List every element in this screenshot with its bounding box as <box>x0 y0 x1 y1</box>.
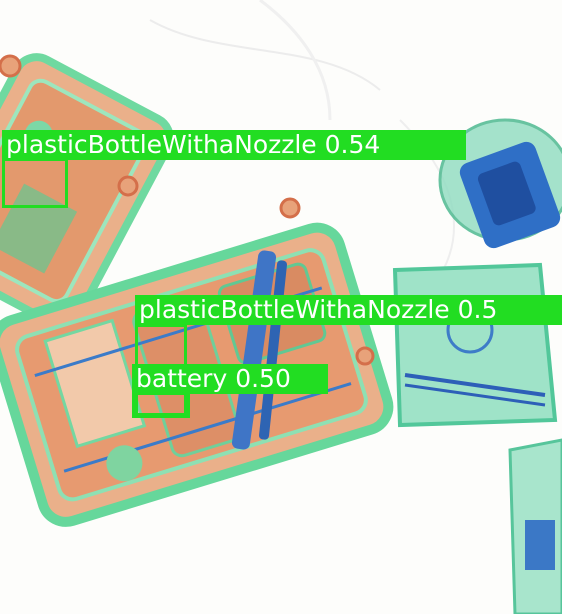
detection-class: battery <box>136 364 228 393</box>
detection-box-battery <box>132 392 190 418</box>
detection-box-bottle-1 <box>2 158 68 208</box>
detection-label-battery: battery 0.50 <box>132 364 328 394</box>
detection-class: plasticBottleWithaNozzle <box>6 130 317 159</box>
detection-score: 0.50 <box>235 364 291 393</box>
detection-label-bottle-2: plasticBottleWithaNozzle 0.5 <box>135 295 562 325</box>
detection-class: plasticBottleWithaNozzle <box>139 295 450 324</box>
detection-score: 0.5 <box>457 295 498 324</box>
detection-label-bottle-1: plasticBottleWithaNozzle 0.54 <box>2 130 466 160</box>
detection-score: 0.54 <box>324 130 381 159</box>
